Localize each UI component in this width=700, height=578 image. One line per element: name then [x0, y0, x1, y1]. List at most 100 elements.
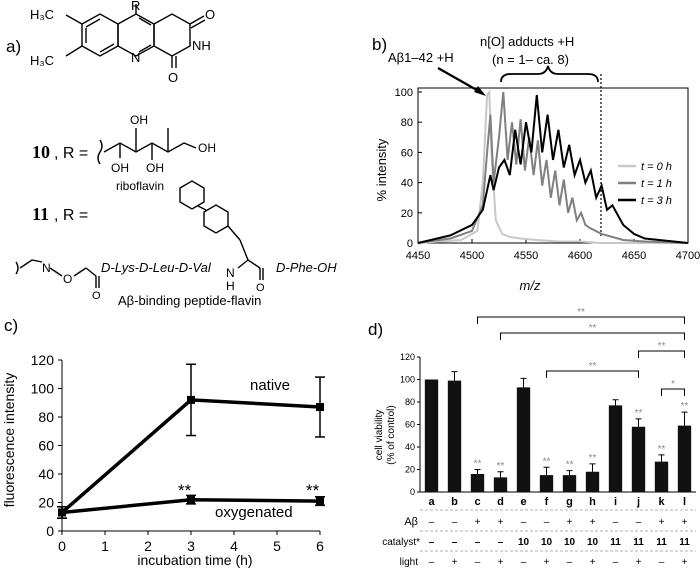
data-point [316, 497, 324, 506]
significance-bracket [477, 316, 685, 324]
panel-a: a) R H₃C H₃C O O [0, 0, 350, 308]
panel-a-structures: a) R H₃C H₃C O O [6, 0, 337, 302]
x-tick-label: 3 [187, 538, 195, 554]
x-tick-label: 0 [58, 538, 66, 554]
y-tick-label: 60 [405, 420, 415, 430]
o-link-label: O [63, 272, 72, 286]
abeta-cell: + [659, 517, 665, 528]
category-label: g [566, 496, 573, 508]
light-cell: – [475, 557, 481, 568]
peptide-linker [15, 259, 264, 288]
x-tick-label: 6 [316, 538, 324, 554]
r-label: R [131, 0, 140, 13]
panel-d: d) ** ** ** ** * 0 20 40 60 80 100 120 a b ** c ** d e **… [360, 305, 700, 573]
compound-11-number: 11 [32, 204, 49, 224]
oxygenated-label: oxygenated [215, 504, 293, 521]
panel-b-letter: b) [372, 35, 387, 54]
light-cell: – [429, 557, 435, 568]
bar [447, 380, 462, 492]
linker-bond [237, 259, 249, 269]
panel-d-axes: 0 20 40 60 80 100 120 [400, 352, 696, 497]
abeta-cell: + [682, 517, 688, 528]
abeta-cell: + [498, 517, 504, 528]
y-tick-label: 20 [38, 495, 54, 511]
methyl-label-top: H₃C [30, 7, 54, 22]
biaryl-bond [197, 205, 207, 211]
catalyst-cell: 10 [518, 537, 530, 548]
panel-d-ylabel-line2: (% of control) [386, 405, 397, 464]
methyl-label-bottom: H₃C [30, 53, 54, 68]
y-tick-label: 60 [38, 438, 54, 454]
bar [654, 461, 669, 492]
category-label: i [614, 496, 617, 508]
compound-10-r-eq: , R = [54, 145, 88, 162]
y-tick-label: 40 [405, 442, 415, 452]
bar [585, 471, 600, 492]
methyl-bond [65, 45, 83, 57]
n-label-middle: N [131, 50, 140, 65]
pyrimidine-ring [153, 13, 191, 57]
y-tick-label: 40 [38, 466, 54, 482]
adduct-range: (n = 1– ca. 8) [492, 52, 569, 67]
x-tick-label: 4550 [514, 250, 538, 262]
category-label: e [520, 496, 526, 508]
y-tick-label: 60 [401, 147, 413, 159]
oh-label: OH [198, 141, 216, 155]
carbonyl-bond [190, 19, 206, 29]
panel-b-legend: t = 0 h t = 1 h t = 3 h [618, 161, 672, 207]
phenyl-ring [179, 180, 205, 210]
carbonyl-o-label: O [92, 290, 101, 300]
panel-d-bars: a b ** c ** d e ** f ** g ** h i ** j ** k ** l [424, 371, 692, 508]
y-tick-label: 80 [401, 117, 413, 129]
panel-a-letter: a) [6, 37, 21, 56]
plot-frame [417, 87, 689, 244]
light-cell: – [613, 557, 619, 568]
bar-significance: ** [543, 456, 551, 467]
panel-d-condition-table: – – + + – – + + – – + + – – – – 10 10 10 10 11 11 11 11 – + – + – + – +… [420, 509, 696, 568]
catalyst-cell: 11 [656, 537, 667, 548]
y-tick-label: 20 [401, 208, 413, 220]
linker-bond [73, 267, 87, 277]
sig-label-6h: ** [306, 481, 320, 500]
abeta-cell: – [613, 517, 619, 528]
x-tick-label: 4500 [460, 250, 484, 262]
bar [493, 477, 508, 492]
ribityl-backbone [103, 142, 197, 153]
linker-bond [247, 259, 261, 269]
bar-significance: ** [474, 459, 482, 470]
flavin-core [65, 4, 206, 68]
catalyst-cell: 10 [564, 537, 576, 548]
y-tick-label: 100 [395, 87, 413, 99]
pyrazine-double-bond [138, 17, 152, 26]
significance-bracket [546, 370, 639, 378]
oxygen-label-bottom: O [168, 70, 178, 85]
light-row-label: light [400, 557, 419, 568]
abeta-cell: – [521, 517, 527, 528]
catalyst-cell: 11 [633, 537, 644, 548]
light-cell: + [590, 557, 596, 568]
y-tick-label: 80 [38, 409, 54, 425]
bar [608, 405, 623, 492]
bar-significance: ** [589, 453, 597, 464]
abeta-cell: – [429, 517, 435, 528]
panel-b-xlabel: m/z [520, 278, 541, 293]
panel-c-series [57, 363, 325, 519]
x-tick-label: 4700 [676, 250, 700, 262]
y-tick-label: 100 [400, 375, 415, 385]
x-tick-label: 4600 [568, 250, 592, 262]
y-tick-label: 20 [405, 465, 415, 475]
h-link-label: H [226, 279, 235, 293]
bar [677, 425, 692, 492]
benzene-double-bond [85, 18, 101, 28]
adduct-label: n[O] adducts +H [480, 34, 574, 49]
significance-bracket [661, 388, 685, 396]
linker-bond [85, 267, 97, 277]
bar-significance: ** [497, 461, 505, 472]
panel-c-chart: c) 0 20 40 60 80 100 120 0 1 2 3 4 5 6 fluorescence i… [1, 316, 325, 568]
bar [562, 475, 577, 492]
data-point [187, 395, 195, 404]
bracket-label: ** [577, 307, 585, 318]
x-tick-label: 1 [101, 538, 109, 554]
data-point [187, 495, 195, 504]
sig-label-3h: ** [178, 481, 192, 500]
